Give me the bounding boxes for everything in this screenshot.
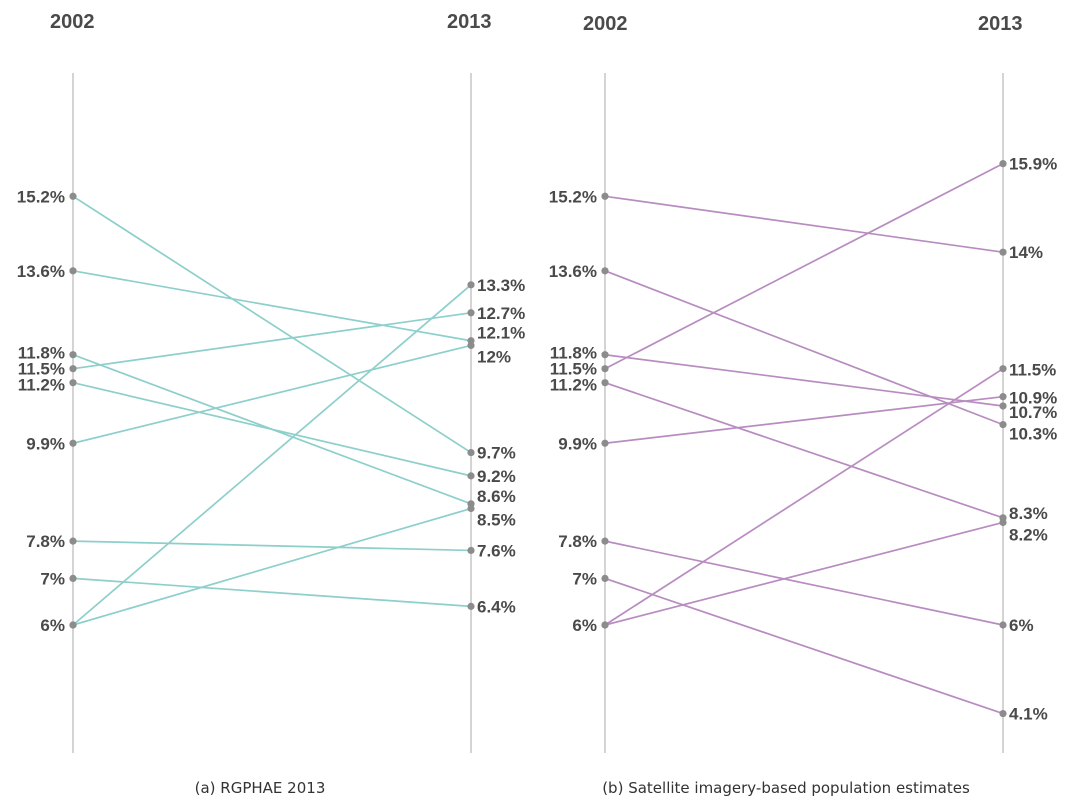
panel-a-left-label: 9.9% [26,434,65,453]
panel-a-right-label: 7.6% [477,541,516,560]
panel-a-series-8-line [72,577,472,608]
panel-a-series-1-line [72,195,472,454]
panel-a-series-6-end-point [467,341,475,349]
panel-a-series-10-start-point [69,621,77,629]
panel-b-left-label: 7.8% [558,532,597,551]
panel-b-series-7-end-point [999,621,1007,629]
panel-b-year-right-label: 2013 [978,13,1023,35]
panel-a-left-label: 11.5% [18,360,65,379]
panel-a-series-2-start-point [69,267,77,275]
panel-a-series-3-start-point [69,351,77,359]
panel-a-series-9-line [72,284,472,626]
panel-a-right-label: 9.2% [477,467,516,486]
panel-b-right-label: 6% [1009,616,1034,635]
panel-b-series-8-end-point [999,709,1007,718]
panel-a-left-label: 7% [40,569,65,588]
panel-a-series-1-end-point [467,448,475,457]
panel-b-series-3-start-point [601,351,609,359]
panel-b-left-label: 9.9% [558,434,597,453]
panel-a-series-4-end-point [467,309,475,317]
panel-a-series-7-start-point [69,537,77,545]
panel-b-right-label: 15.9% [1009,155,1057,174]
panel-a-right-label: 8.5% [477,511,516,530]
panel-a-series-8-end-point [467,602,475,610]
panel-b-left-label: 11.8% [550,344,597,363]
panel-b-series-10-end-point [999,518,1007,527]
panel-a-left-label: 13.6% [17,262,65,281]
panel-b-series-9-end-point [999,365,1007,373]
panel-a-right-label: 12.7% [477,304,525,323]
panel-b-left-label: 11.2% [550,376,597,395]
panel-a-series-4-line [72,311,472,370]
panel-a-left-label: 15.2% [17,187,65,206]
panel-b-left-label: 7% [572,569,597,588]
panel-a-right-label: 13.3% [477,276,525,295]
panel-b-series-7-start-point [601,537,609,545]
panel-b-year-left-label: 2002 [583,13,628,35]
panel-b-series-4-line [604,162,1004,370]
panel-a-right-label: 8.6% [477,487,516,506]
panel-a-right-label: 6.4% [477,597,516,616]
panel-a-left-label: 7.8% [26,532,65,551]
panel-b-series-9-line [604,367,1004,626]
panel-b-right-label: 10.7% [1009,403,1057,422]
panel-a-left-label: 11.8% [18,344,65,363]
panel-b-series-8-start-point [601,574,609,583]
panel-b-series-2-start-point [601,267,609,275]
panel-b-left-label: 13.6% [549,262,597,281]
panel-b-right-label: 8.3% [1009,504,1048,523]
panel-b-left-label: 11.5% [550,360,597,379]
panel-b-series-10-line [604,521,1004,626]
panel-b-right-label: 8.2% [1009,525,1048,544]
panel-a-right-label: 9.7% [477,444,516,463]
panel-b-series-3-line [604,353,1004,407]
panel-b-left-label: 6% [572,616,597,635]
panel-b-series-4-start-point [601,365,609,373]
panel-a-caption: (a) RGPHAE 2013 [195,779,326,797]
panel-a-series-8-start-point [69,574,77,583]
panel-b-caption: (b) Satellite imagery-based population e… [602,779,970,797]
panel-a-series-7-end-point [467,546,475,555]
panel-b-series-7-line [604,540,1004,626]
panel-b-series-1-start-point [601,192,609,200]
panel-a-year-right-label: 2013 [447,11,492,33]
panel-b-series-3-end-point [999,402,1007,410]
panel-b-series-6-start-point [601,439,609,447]
panel-b-left-label: 15.2% [549,187,597,206]
panel-b-series-4-end-point [999,160,1007,168]
panel-a-right-label: 12.1% [477,324,525,343]
panel-a-left-label: 11.2% [18,376,65,395]
panel-b-right-label: 10.3% [1009,425,1057,444]
panel-a-left-label: 6% [40,616,65,635]
panel-a-series-6-line [72,344,472,445]
panel-a-series-5-line [72,381,472,477]
panel-a-right-label: 12% [477,347,511,366]
panel-a-series-10-end-point [467,504,475,513]
panel-b-series-6-line [604,395,1004,445]
panel-b-series-2-line [604,270,1004,426]
panel-b-series-10-start-point [601,621,609,629]
panel-b-series-8-line [604,577,1004,715]
panel-b-series-2-end-point [999,421,1007,429]
panel-b-series-1-line [604,195,1004,254]
panel-b-right-label: 4.1% [1009,705,1048,724]
panel-b-right-label: 11.5% [1009,361,1056,380]
panel-a-series-7-line [72,540,472,552]
panel-b-series-5-start-point [601,379,609,387]
panel-b-right-label: 10.9% [1009,389,1057,408]
panel-a-series-2-line [72,270,472,342]
panel-a-series-6-start-point [69,439,77,447]
panel-b-right-label: 14% [1009,243,1043,262]
panel-a-series-5-end-point [467,472,475,480]
panel-b-series-1-end-point [999,248,1007,256]
panel-a-series-10-line [72,507,472,626]
panel-a-series-5-start-point [69,379,77,387]
panel-a-series-4-start-point [69,365,77,373]
panel-a-year-left-label: 2002 [50,11,95,33]
panel-b-series-6-end-point [999,393,1007,401]
panel-a-series-9-end-point [467,281,475,289]
panel-b-series-5-line [604,381,1004,519]
panel-a-series-1-start-point [69,192,77,200]
